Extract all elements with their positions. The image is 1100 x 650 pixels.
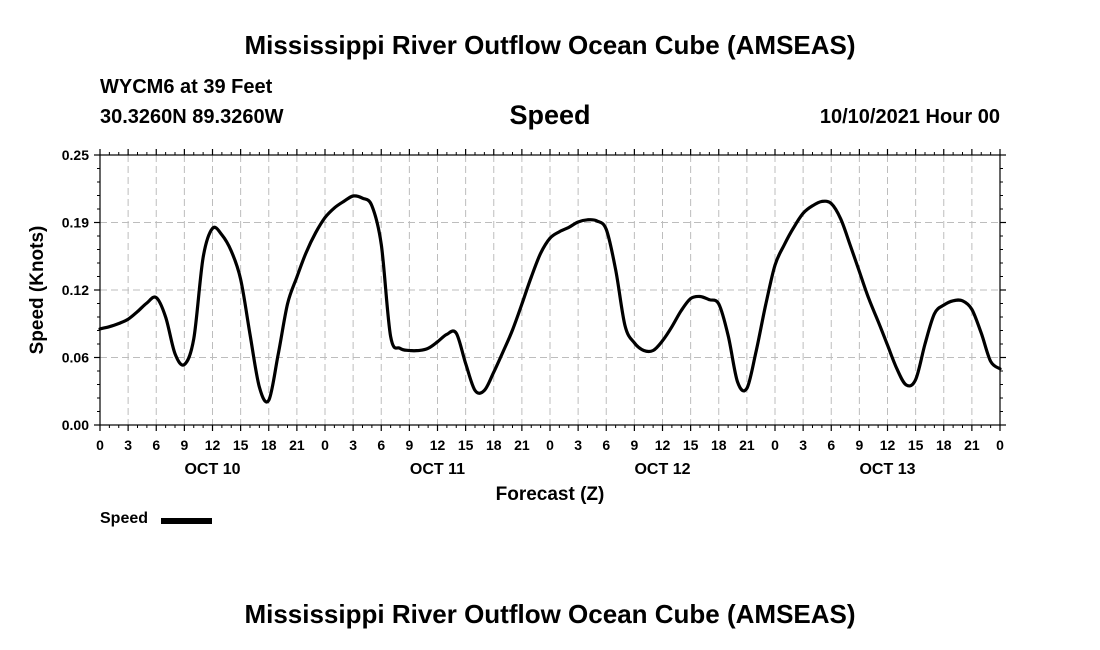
series-line-speed: [98, 194, 1002, 404]
x-tick-label: 15: [458, 437, 474, 453]
x-axis-label: Forecast (Z): [496, 484, 605, 505]
x-tick-label: 21: [739, 437, 755, 453]
y-tick-label: 0.25: [62, 147, 89, 163]
x-tick-label: 6: [827, 437, 835, 453]
legend-swatch: [161, 518, 212, 524]
day-label: OCT 12: [634, 461, 690, 478]
x-tick-label: 18: [936, 437, 952, 453]
x-tick-label: 9: [405, 437, 413, 453]
grid-lines: [100, 155, 1000, 425]
x-tick-label: 0: [771, 437, 779, 453]
x-axis-ticks: 0 3 6 9 12 15 18 21 0 3 6 9 12 15 18 21 0 3 6 9 12 15 18 21 0 3 6 9…: [96, 149, 1004, 453]
x-tick-label: 15: [233, 437, 249, 453]
x-tick-label: 9: [180, 437, 188, 453]
x-tick-label: 12: [655, 437, 671, 453]
y-tick-label: 0.12: [62, 282, 89, 298]
y-axis-label: Speed (Knots): [27, 226, 48, 355]
x-tick-label: 15: [908, 437, 924, 453]
datetime-label: 10/10/2021 Hour 00: [819, 106, 1000, 128]
x-tick-label: 9: [630, 437, 638, 453]
station-label: WYCM6 at 39 Feet: [100, 76, 273, 98]
coordinates-label: 30.3260N 89.3260W: [100, 106, 284, 128]
x-tick-label: 0: [321, 437, 329, 453]
page-title: Mississippi River Outflow Ocean Cube (AM…: [244, 30, 856, 60]
y-tick-label: 0.00: [62, 417, 89, 433]
x-tick-label: 21: [964, 437, 980, 453]
x-tick-label: 3: [799, 437, 807, 453]
footer-title: Mississippi River Outflow Ocean Cube (AM…: [244, 599, 856, 629]
x-tick-label: 3: [349, 437, 357, 453]
x-tick-label: 21: [514, 437, 530, 453]
x-tick-label: 15: [683, 437, 699, 453]
x-tick-label: 0: [96, 437, 104, 453]
day-label: OCT 13: [859, 461, 915, 478]
x-tick-label: 0: [996, 437, 1004, 453]
x-tick-label: 18: [261, 437, 277, 453]
x-tick-label: 21: [289, 437, 305, 453]
day-labels: OCT 10 OCT 11 OCT 12 OCT 13: [184, 461, 915, 478]
x-tick-label: 6: [602, 437, 610, 453]
x-tick-label: 12: [430, 437, 446, 453]
chart-title: Speed: [509, 100, 591, 130]
y-tick-label: 0.06: [62, 350, 89, 366]
legend-label: Speed: [100, 510, 149, 527]
x-tick-label: 6: [152, 437, 160, 453]
day-label: OCT 11: [410, 461, 465, 478]
x-tick-label: 3: [124, 437, 132, 453]
x-tick-label: 6: [377, 437, 385, 453]
x-tick-label: 12: [205, 437, 221, 453]
day-label: OCT 10: [184, 461, 240, 478]
x-tick-label: 18: [711, 437, 727, 453]
x-tick-label: 12: [880, 437, 896, 453]
x-tick-label: 3: [574, 437, 582, 453]
y-axis-ticks: 0.00 0.06 0.12 0.19 0.25: [62, 147, 1006, 433]
x-tick-label: 9: [855, 437, 863, 453]
x-tick-label: 18: [486, 437, 502, 453]
x-tick-label: 0: [546, 437, 554, 453]
y-tick-label: 0.19: [62, 215, 89, 231]
